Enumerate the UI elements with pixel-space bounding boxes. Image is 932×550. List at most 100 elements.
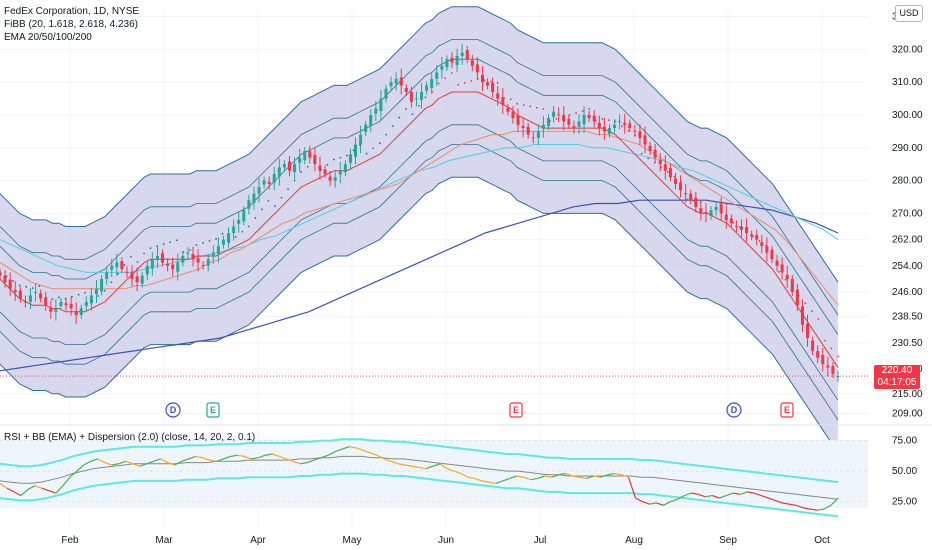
rsi-axis[interactable]: 25.00 50.00 75.00 xyxy=(892,436,917,508)
candle-body xyxy=(176,262,180,272)
rsi-segment xyxy=(802,507,811,510)
candle-body xyxy=(770,250,774,260)
basis-dot xyxy=(352,149,355,152)
basis-dot xyxy=(581,110,584,112)
price-tick-label: 280.00 xyxy=(892,176,923,187)
rsi-segment xyxy=(321,454,329,459)
rsi-segment xyxy=(677,495,685,500)
dividend-marker xyxy=(726,402,742,418)
legend-rsi[interactable]: RSI + BB (EMA) + Dispersion (2.0) (close… xyxy=(4,432,256,443)
earnings-marker xyxy=(509,402,523,418)
candle-body xyxy=(196,257,200,263)
rsi-segment xyxy=(572,475,580,478)
candle-body xyxy=(602,126,606,132)
candle-body xyxy=(105,272,109,279)
candle-body xyxy=(430,78,434,89)
basis-dot xyxy=(418,104,420,107)
basis-dot xyxy=(732,221,735,224)
basis-dot xyxy=(470,79,473,82)
time-tick-label: May xyxy=(343,535,362,546)
basis-dot xyxy=(516,102,519,105)
basis-dot xyxy=(653,161,656,164)
basis-dot xyxy=(103,289,106,292)
candle-body xyxy=(328,176,332,181)
rsi-segment xyxy=(774,499,783,504)
basis-dot xyxy=(221,232,224,235)
rsi-line xyxy=(0,446,839,511)
candle-body xyxy=(379,98,383,112)
price-tick-label: 270.00 xyxy=(892,208,923,219)
candle-body xyxy=(59,301,63,306)
candle-body xyxy=(679,182,683,191)
basis-dot xyxy=(175,239,178,242)
rsi-segment xyxy=(41,487,50,492)
legend-title[interactable]: FedEx Corporation, 1D, NYSE xyxy=(4,6,140,17)
fibb-inner-upper xyxy=(0,39,839,316)
candle-body xyxy=(516,115,520,125)
currency-button[interactable]: USD xyxy=(895,5,923,22)
price-tick-label: 254.00 xyxy=(892,261,923,272)
candle-body xyxy=(94,288,99,295)
price-axis[interactable]: 209.00215.00222.50230.50238.50246.00254.… xyxy=(892,12,923,420)
rsi-segment xyxy=(516,475,524,478)
basis-dot xyxy=(751,235,754,238)
candle-body xyxy=(13,290,17,293)
basis-dot xyxy=(90,300,93,303)
candle-body xyxy=(39,293,43,299)
basis-dot xyxy=(287,188,289,190)
rsi-segment xyxy=(376,454,385,460)
price-tick-label: 230.50 xyxy=(892,338,923,349)
rsi-segment xyxy=(614,472,622,476)
candle-body xyxy=(800,306,804,325)
basis-dot xyxy=(765,244,767,247)
rsi-segment xyxy=(663,501,671,506)
rsi-segment xyxy=(740,491,748,495)
candle-body xyxy=(140,275,144,284)
basis-dot xyxy=(44,297,47,299)
candle-body xyxy=(719,204,723,214)
candle-body xyxy=(572,126,576,129)
basis-dot xyxy=(260,208,263,211)
rsi-segment xyxy=(593,475,601,478)
candle-body xyxy=(364,124,368,133)
basis-dot xyxy=(84,291,87,294)
rsi-segment xyxy=(55,485,64,494)
rsi-segment xyxy=(537,475,545,480)
basis-dot xyxy=(660,166,663,169)
rsi-segment xyxy=(558,472,566,476)
rsi-segment xyxy=(432,463,441,467)
candle-body xyxy=(135,276,139,283)
rsi-segment xyxy=(691,492,699,495)
rsi-segment xyxy=(530,477,538,481)
candle-body xyxy=(425,85,429,91)
time-axis[interactable]: Feb Mar Apr May Jun Jul Aug Sep Oct xyxy=(61,535,830,546)
candle-body xyxy=(8,279,12,289)
rsi-segment xyxy=(160,458,168,464)
rsi-segment xyxy=(425,465,434,470)
candle-body xyxy=(455,55,459,66)
candle-body xyxy=(399,77,403,86)
basis-dot xyxy=(529,105,532,108)
legend-fibb[interactable]: FiBB (20, 1.618, 2.618, 4.236) xyxy=(4,19,138,30)
basis-dot xyxy=(306,165,309,168)
basis-dot xyxy=(398,116,401,119)
candle-body xyxy=(308,151,312,158)
candle-body xyxy=(643,135,647,145)
candle-body xyxy=(333,177,337,181)
basis-dot xyxy=(607,119,610,122)
legend-ema[interactable]: EMA 20/50/100/200 xyxy=(4,32,92,43)
candle-body xyxy=(729,218,733,224)
candle-body xyxy=(201,265,205,267)
event-marker-label: E xyxy=(784,405,790,415)
basis-dot xyxy=(326,163,329,166)
rsi-segment xyxy=(362,449,371,454)
time-tick-label: Apr xyxy=(250,535,266,546)
candle-body xyxy=(54,308,58,312)
fibb-upper-line xyxy=(0,6,839,283)
candle-body xyxy=(826,365,830,368)
basis-dot xyxy=(594,119,597,122)
candle-body xyxy=(115,262,119,268)
time-tick-label: Jul xyxy=(534,535,547,546)
basis-dot xyxy=(228,241,231,244)
